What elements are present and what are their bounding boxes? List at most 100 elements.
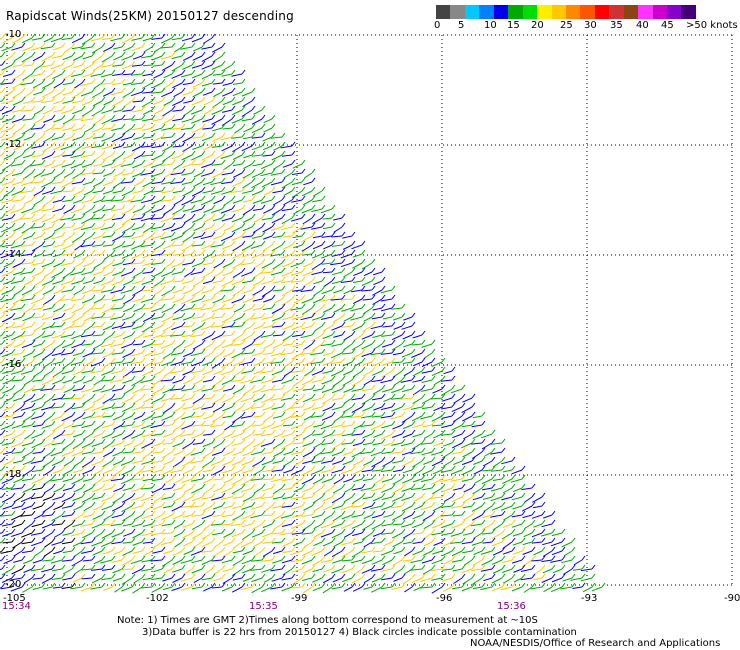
wind-barb-flag xyxy=(231,420,236,426)
wind-barb-flag xyxy=(291,285,296,291)
wind-barb xyxy=(72,415,83,422)
wind-barb-flag xyxy=(251,555,256,561)
wind-barb xyxy=(201,334,213,341)
wind-barb-flag xyxy=(101,456,106,462)
wind-barb-flag xyxy=(391,357,396,363)
wind-barb-flag xyxy=(421,474,426,480)
wind-barb-flag xyxy=(331,474,336,480)
wind-barb-flag xyxy=(431,528,436,534)
wind-barb-flag xyxy=(91,123,96,129)
wind-barb-flag xyxy=(51,150,56,156)
wind-barb xyxy=(31,244,43,252)
wind-barb-flag xyxy=(91,33,96,39)
wind-barb-flag xyxy=(81,51,86,57)
wind-barb xyxy=(270,568,283,572)
wind-barb-flag xyxy=(231,438,236,444)
wind-barb-flag xyxy=(391,447,396,453)
wind-barb xyxy=(82,208,93,215)
wind-barb-flag xyxy=(151,456,156,462)
wind-barb xyxy=(241,91,253,97)
wind-barb xyxy=(291,352,303,360)
wind-barb xyxy=(483,505,493,512)
wind-barb-flag xyxy=(141,555,146,561)
wind-barb-flag xyxy=(551,510,556,516)
wind-barb-flag xyxy=(1,168,6,174)
wind-barb xyxy=(131,496,143,501)
wind-barb-flag xyxy=(1,411,6,417)
wind-barb-flag xyxy=(21,546,26,552)
wind-barb-flag xyxy=(91,150,96,156)
wind-barb xyxy=(381,334,393,337)
wind-barb-flag xyxy=(51,321,56,327)
wind-barb-flag xyxy=(161,348,166,354)
wind-barb-flag xyxy=(361,393,366,399)
wind-barb xyxy=(304,172,313,179)
wind-barb xyxy=(333,316,343,323)
wind-barb xyxy=(373,343,383,350)
wind-barb xyxy=(50,64,63,70)
wind-barb-flag xyxy=(321,393,326,399)
wind-barb-flag xyxy=(1,249,6,255)
wind-barb-flag xyxy=(381,402,386,408)
wind-barb-flag xyxy=(31,96,36,102)
wind-barb-flag xyxy=(11,483,16,489)
wind-barb-flag xyxy=(31,231,36,237)
wind-barb xyxy=(293,298,303,304)
wind-barb-flag xyxy=(161,186,166,192)
wind-barb xyxy=(11,190,23,196)
wind-barb-flag xyxy=(31,483,36,489)
wind-barb xyxy=(281,523,293,527)
wind-barb-flag xyxy=(401,393,406,399)
wind-barb-flag xyxy=(151,474,156,480)
wind-barb xyxy=(231,109,243,116)
wind-barb-flag xyxy=(241,429,246,435)
wind-barb-flag xyxy=(271,222,276,228)
wind-barb xyxy=(343,271,353,278)
wind-barb xyxy=(23,577,33,584)
wind-barb xyxy=(161,307,173,314)
wind-barb-flag xyxy=(561,537,566,543)
wind-barb-flag xyxy=(211,33,216,39)
wind-barb xyxy=(41,82,53,89)
wind-barb-flag xyxy=(121,231,126,237)
wind-barb-flag xyxy=(191,564,196,570)
wind-barb-flag xyxy=(301,447,306,453)
wind-barb-flag xyxy=(91,420,96,426)
wind-barb-flag xyxy=(201,474,206,480)
wind-barb-flag xyxy=(291,195,296,201)
wind-barb xyxy=(282,235,293,238)
wind-barb-flag xyxy=(101,357,106,363)
wind-barb xyxy=(190,460,203,464)
wind-barb-flag xyxy=(341,519,346,525)
wind-barb xyxy=(101,145,113,150)
wind-barb-flag xyxy=(221,96,226,102)
wind-barb-flag xyxy=(61,429,66,435)
wind-barb xyxy=(122,109,133,112)
wind-barb xyxy=(301,298,313,304)
wind-barb xyxy=(232,415,243,423)
wind-barb-flag xyxy=(271,366,276,372)
wind-barb xyxy=(102,208,113,212)
wind-barb xyxy=(102,442,113,450)
wind-barb-flag xyxy=(111,429,116,435)
wind-barb xyxy=(550,541,563,547)
wind-barb xyxy=(283,451,293,456)
wind-barb xyxy=(392,541,403,548)
wind-barb xyxy=(41,523,53,529)
wind-barb-flag xyxy=(111,177,116,183)
wind-barb-flag xyxy=(241,204,246,210)
wind-barb xyxy=(181,298,193,305)
wind-barb xyxy=(51,415,63,421)
wind-barb-flag xyxy=(181,276,186,282)
wind-barb xyxy=(212,100,223,108)
wind-barb-flag xyxy=(231,267,236,273)
wind-barb-flag xyxy=(151,195,156,201)
wind-barb xyxy=(451,505,463,509)
wind-barb xyxy=(31,415,43,420)
wind-barb xyxy=(322,361,333,366)
wind-barb xyxy=(80,46,93,50)
wind-barb xyxy=(192,343,203,350)
wind-barb xyxy=(261,163,273,170)
wind-barb-flag xyxy=(81,402,86,408)
